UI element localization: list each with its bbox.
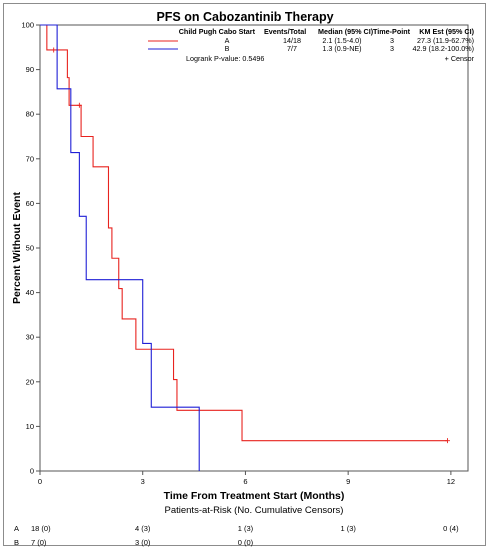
x-tick-label: 6 [243, 477, 247, 486]
logrank-pvalue: Logrank P-value: 0.5496 [186, 54, 264, 63]
survival-curves [40, 24, 450, 471]
risk-table-title: Patients-at-Risk (No. Cumulative Censors… [165, 505, 344, 516]
x-axis-label: Time From Treatment Start (Months) [164, 490, 345, 502]
y-tick-label: 20 [26, 377, 34, 386]
y-tick-label: 40 [26, 288, 34, 297]
risk-cell: 1 (3) [340, 524, 356, 533]
censor-mark-a [76, 102, 82, 108]
censor-mark-a [51, 47, 57, 53]
y-tick-label: 10 [26, 422, 34, 431]
y-tick-label: 50 [26, 244, 34, 253]
km-curve-b [40, 24, 200, 471]
legend-a-kmest: 27.3 (11.9-62.7%) [417, 36, 474, 45]
legend-b-group: B [225, 44, 230, 53]
y-tick-label: 100 [21, 21, 34, 30]
risk-cell: 0 (4) [443, 524, 459, 533]
legend-a-events: 14/18 [283, 36, 301, 45]
x-tick-label: 0 [38, 477, 42, 486]
legend-a-median: 2.1 (1.5-4.0) [322, 36, 361, 45]
y-tick-label: 60 [26, 199, 34, 208]
x-tick-label: 12 [447, 477, 455, 486]
legend-b-median: 1.3 (0.9-NE) [322, 44, 361, 53]
y-axis-label: Percent Without Event [11, 192, 23, 304]
chart-title: PFS on Cabozantinib Therapy [156, 10, 333, 24]
legend-b-events: 7/7 [287, 44, 297, 53]
risk-table: A 18 (0) 4 (3) 1 (3) 1 (3) 0 (4) B 7 (0) 3 (0) 0 … [14, 524, 459, 547]
x-tick-label: 9 [346, 477, 350, 486]
legend-header-timepoint: Time-Point [373, 27, 411, 36]
risk-row-group-label: B [14, 538, 19, 547]
censor-mark-a [444, 438, 450, 444]
legend-header-group: Child Pugh Cabo Start [179, 27, 256, 36]
risk-cell: 18 (0) [31, 524, 51, 533]
legend-header-median: Median (95% CI) [318, 27, 374, 36]
y-tick-label: 30 [26, 333, 34, 342]
risk-cell: 0 (0) [238, 538, 254, 547]
y-tick-label: 80 [26, 110, 34, 119]
risk-cell: 4 (3) [135, 524, 151, 533]
figure-frame [3, 3, 486, 546]
risk-cell: 3 (0) [135, 538, 151, 547]
y-tick-label: 70 [26, 154, 34, 163]
y-tick-label: 90 [26, 65, 34, 74]
x-axis: 0 3 6 9 12 [38, 471, 455, 486]
km-curve-a [40, 24, 448, 442]
risk-cell: 7 (0) [31, 538, 47, 547]
legend-b-kmest: 42.9 (18.2-100.0%) [412, 44, 474, 53]
plot-area [39, 24, 469, 472]
x-tick-label: 3 [141, 477, 145, 486]
legend-b-timepoint: 3 [390, 44, 394, 53]
y-tick-label: 0 [30, 467, 34, 476]
legend-header-kmest: KM Est (95% CI) [419, 27, 474, 36]
legend-header-events: Events/Total [264, 27, 306, 36]
risk-row-group-label: A [14, 524, 19, 533]
risk-cell: 1 (3) [238, 524, 254, 533]
legend: Child Pugh Cabo Start Events/Total Media… [148, 27, 475, 63]
legend-a-timepoint: 3 [390, 36, 394, 45]
legend-a-group: A [225, 36, 230, 45]
censor-legend: + Censor [445, 54, 475, 63]
y-axis: 0 10 20 30 40 50 60 70 80 90 100 [21, 21, 40, 476]
